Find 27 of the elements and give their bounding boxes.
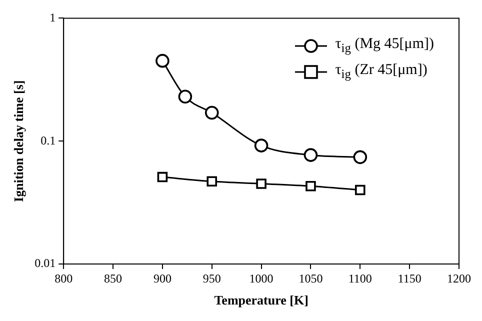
point xyxy=(256,178,266,189)
point xyxy=(353,150,368,164)
y-tick-label: 0.1 xyxy=(40,133,56,148)
legend-label: τ$_{ig}$ (Mg 45[μm]) xyxy=(335,36,434,56)
point xyxy=(206,176,218,187)
point xyxy=(355,184,366,196)
point xyxy=(178,90,192,104)
point xyxy=(204,106,219,120)
x-axis-title: Temperature [K] xyxy=(214,292,308,308)
legend-label: τ$_{ig}$ (Zr 45[μm]) xyxy=(335,62,428,82)
x-tick-label: 1100 xyxy=(348,271,372,286)
x-tick-label: 800 xyxy=(54,271,73,286)
point xyxy=(254,138,268,152)
point xyxy=(156,54,170,68)
x-tick-label: 950 xyxy=(202,271,221,286)
y-axis-title: Ignition delay time [s] xyxy=(11,80,26,202)
x-tick-label: 850 xyxy=(104,271,122,286)
x-tick-label: 1200 xyxy=(447,271,471,286)
x-tick-label: 1150 xyxy=(398,271,422,286)
point xyxy=(157,172,168,182)
y-tick-label: 0.01 xyxy=(34,256,56,270)
y-tick-label: 1 xyxy=(50,10,56,24)
x-tick-label: 900 xyxy=(153,271,172,286)
point xyxy=(306,181,316,192)
x-tick-label: 1050 xyxy=(298,271,323,286)
x-tick-label: 1000 xyxy=(249,271,274,286)
point xyxy=(304,148,318,162)
